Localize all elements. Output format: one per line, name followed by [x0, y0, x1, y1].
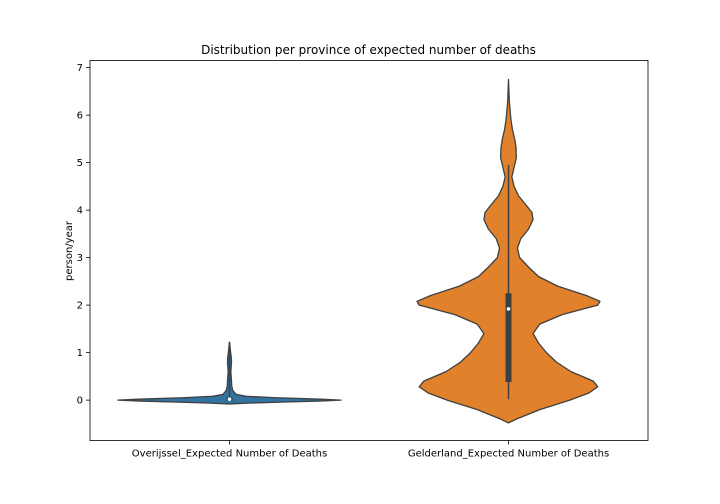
x-tick-label: Overijssel_Expected Number of Deaths — [132, 449, 327, 460]
plot-frame — [89, 60, 649, 441]
box-iqr — [505, 293, 512, 383]
median-marker — [506, 307, 511, 311]
x-axis: Overijssel_Expected Number of Deaths Geld… — [132, 440, 609, 460]
y-axis: 0 1 2 3 4 5 6 7 — [77, 63, 90, 407]
y-tick-label: 3 — [77, 253, 83, 264]
y-tick-label: 2 — [77, 301, 83, 312]
x-tick-label: Gelderland_Expected Number of Deaths — [408, 449, 609, 460]
y-axis-label: person/year — [64, 220, 75, 281]
plot-area — [117, 78, 601, 424]
y-tick-label: 5 — [77, 158, 83, 169]
y-tick-label: 1 — [77, 348, 83, 359]
y-tick-label: 7 — [77, 63, 83, 74]
y-tick-label: 0 — [77, 396, 83, 407]
median-marker — [227, 397, 232, 401]
y-tick-label: 6 — [77, 111, 83, 122]
chart-title: Distribution per province of expected nu… — [201, 43, 536, 57]
y-tick-label: 4 — [77, 206, 83, 217]
